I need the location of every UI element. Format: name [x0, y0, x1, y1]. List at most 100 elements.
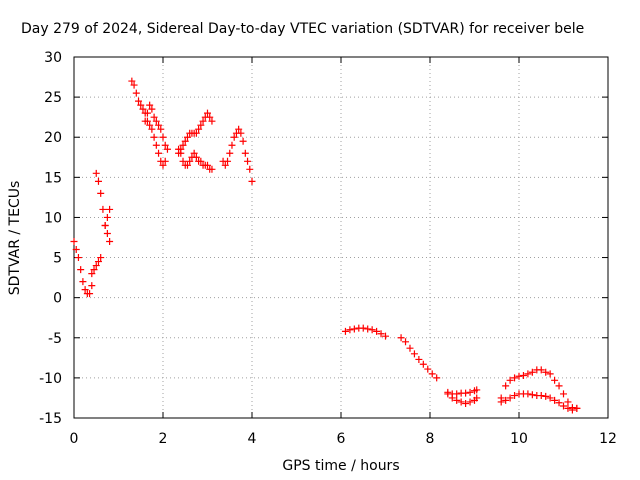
data-point — [77, 266, 85, 274]
x-tick-label: 2 — [159, 431, 168, 447]
x-tick-label: 8 — [426, 431, 435, 447]
data-series — [128, 77, 169, 169]
data-point — [179, 141, 187, 149]
y-tick-label: 25 — [44, 90, 62, 106]
data-point — [244, 157, 252, 165]
data-point — [453, 390, 461, 398]
data-point — [143, 109, 151, 117]
data-point — [97, 254, 105, 262]
x-tick-label: 4 — [248, 431, 257, 447]
data-point — [542, 392, 550, 400]
x-axis-title: GPS time / hours — [282, 458, 399, 474]
data-point — [88, 282, 96, 290]
data-point — [410, 350, 418, 358]
data-point — [163, 145, 171, 153]
data-point — [415, 355, 423, 363]
data-series — [175, 145, 216, 173]
data-point — [419, 360, 427, 368]
data-point — [502, 382, 510, 390]
data-point — [537, 366, 545, 374]
data-point — [92, 169, 100, 177]
data-point — [473, 386, 481, 394]
data-point — [161, 141, 169, 149]
data-point — [88, 270, 96, 278]
data-point — [161, 157, 169, 165]
tick-labels: 0 2 4 6 8 10 12 -15 -10 -5 0 5 10 15 20 25 30 — [39, 50, 617, 447]
data-series — [88, 254, 105, 278]
data-point — [199, 117, 207, 125]
data-point — [197, 157, 205, 165]
data-series — [444, 386, 481, 398]
data-point — [226, 149, 234, 157]
data-point — [197, 121, 205, 129]
data-point — [368, 326, 376, 334]
data-point — [159, 161, 167, 169]
data-point — [502, 396, 510, 404]
data-point — [568, 406, 576, 414]
data-point — [135, 97, 143, 105]
y-tick-label: 30 — [44, 50, 62, 66]
data-point — [382, 332, 389, 340]
data-point — [103, 229, 111, 237]
data-point — [239, 137, 247, 145]
data-point — [230, 133, 238, 141]
data-point — [148, 105, 156, 113]
data-point — [228, 141, 236, 149]
data-point — [573, 404, 581, 412]
x-tick-label: 10 — [510, 431, 528, 447]
data-point — [241, 149, 249, 157]
y-tick-label: -10 — [39, 371, 62, 387]
data-point — [341, 327, 349, 335]
data-point — [146, 101, 154, 109]
data-point — [175, 145, 183, 153]
data-point — [86, 290, 94, 298]
data-point — [101, 221, 109, 229]
x-tick-label: 12 — [599, 431, 617, 447]
data-point — [453, 396, 461, 404]
data-point — [497, 398, 505, 406]
data-point — [90, 266, 98, 274]
x-tick-label: 0 — [70, 431, 79, 447]
data-point — [397, 334, 405, 342]
data-point — [524, 390, 532, 398]
data-point — [152, 141, 160, 149]
y-tick-label: -5 — [48, 331, 62, 347]
data-point — [150, 113, 158, 121]
data-series — [101, 205, 114, 229]
data-point — [92, 262, 100, 270]
data-point — [204, 161, 211, 169]
data-point — [208, 165, 216, 173]
data-point — [72, 246, 80, 254]
data-point — [433, 374, 441, 382]
data-point — [524, 370, 532, 378]
data-points — [70, 77, 581, 414]
data-point — [546, 394, 554, 402]
data-point — [224, 157, 232, 165]
y-axis-title: SDTVAR / TECUs — [7, 181, 23, 296]
data-series — [397, 334, 441, 382]
y-tick-label: 0 — [53, 291, 62, 307]
data-point — [377, 330, 385, 338]
data-point — [183, 133, 191, 141]
data-point — [466, 388, 474, 396]
data-point — [106, 238, 114, 246]
data-point — [128, 77, 136, 85]
data-point — [204, 109, 211, 117]
data-point — [155, 121, 163, 129]
data-point — [132, 89, 140, 97]
data-point — [364, 325, 372, 333]
data-point — [150, 133, 158, 141]
data-point — [94, 258, 102, 266]
data-point — [444, 388, 452, 396]
data-point — [74, 254, 82, 262]
data-point — [139, 105, 147, 113]
data-point — [97, 189, 105, 197]
data-series — [141, 101, 171, 153]
data-point — [148, 125, 156, 133]
data-point — [511, 374, 519, 382]
data-point — [424, 365, 432, 373]
grid — [74, 57, 608, 418]
data-point — [428, 370, 436, 378]
data-point — [473, 394, 481, 402]
